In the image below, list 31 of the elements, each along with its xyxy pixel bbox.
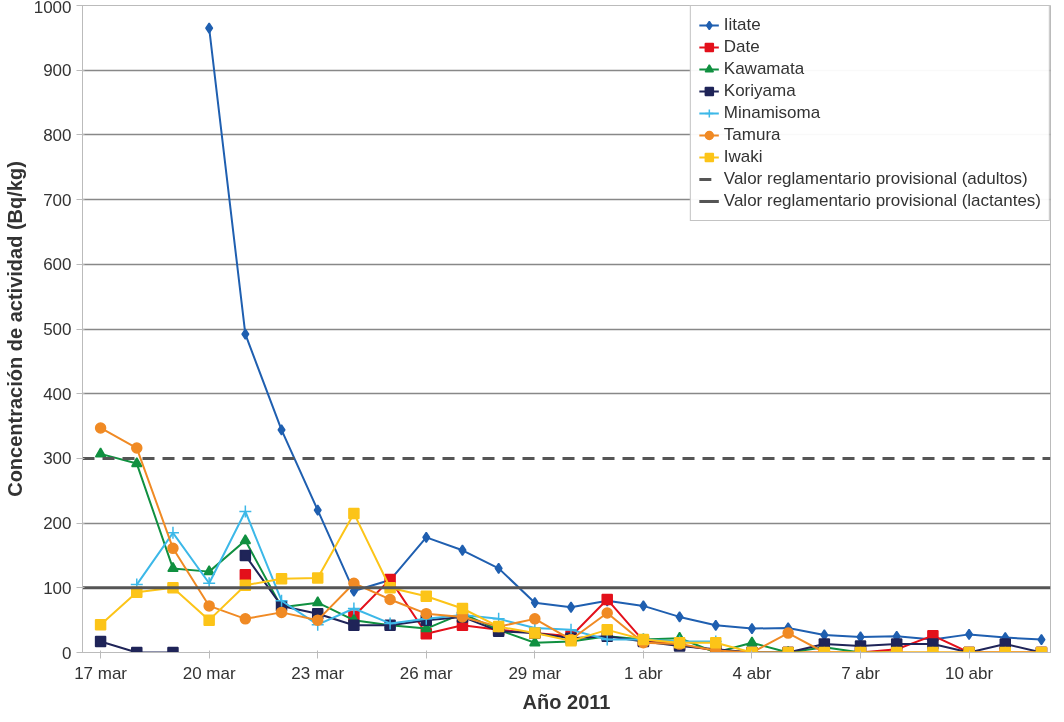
y-tick-label: 500	[43, 320, 72, 339]
legend-label: Koriyama	[723, 80, 796, 102]
y-tick-label: 700	[43, 190, 72, 210]
legend-label: Date	[723, 36, 760, 58]
x-tick-label: 29 mar	[508, 663, 562, 683]
x-tick-label: 10 abr	[944, 663, 994, 683]
x-tick-label: 1 abr	[624, 663, 664, 683]
y-tick-label: 600	[43, 255, 72, 275]
y-tick-label: 400	[43, 384, 72, 404]
y-tick-label: 900	[43, 61, 72, 81]
legend-label: Minamisoma	[723, 102, 821, 124]
y-tick-label: 0	[62, 643, 72, 663]
x-tick-label: 20 mar	[182, 663, 236, 683]
y-axis-title: Concentración de actividad (Bq/kg)	[3, 161, 26, 497]
x-axis-title: Año 2011	[522, 690, 611, 713]
x-tick-label: 17 mar	[74, 663, 128, 683]
x-tick-label: 23 mar	[291, 663, 345, 683]
legend-label: Valor reglamentario provisional (lactantes)	[723, 190, 1041, 212]
y-tick-label: 100	[43, 578, 72, 598]
legend-label: Kawamata	[723, 58, 805, 80]
legend-label: Tamura	[723, 124, 781, 146]
legend-label: Iitate	[723, 14, 761, 36]
x-tick-label: 4 abr	[732, 663, 772, 683]
y-tick-label: 300	[43, 449, 72, 469]
legend-label: Iwaki	[723, 146, 763, 168]
y-tick-label: 1000	[33, 0, 72, 17]
x-tick-label: 26 mar	[399, 663, 454, 683]
y-tick-label: 200	[43, 514, 72, 534]
x-tick-label: 7 abr	[841, 663, 881, 683]
y-tick-label: 800	[43, 125, 72, 145]
legend-label: Valor reglamentario provisional (adultos)	[723, 168, 1028, 190]
